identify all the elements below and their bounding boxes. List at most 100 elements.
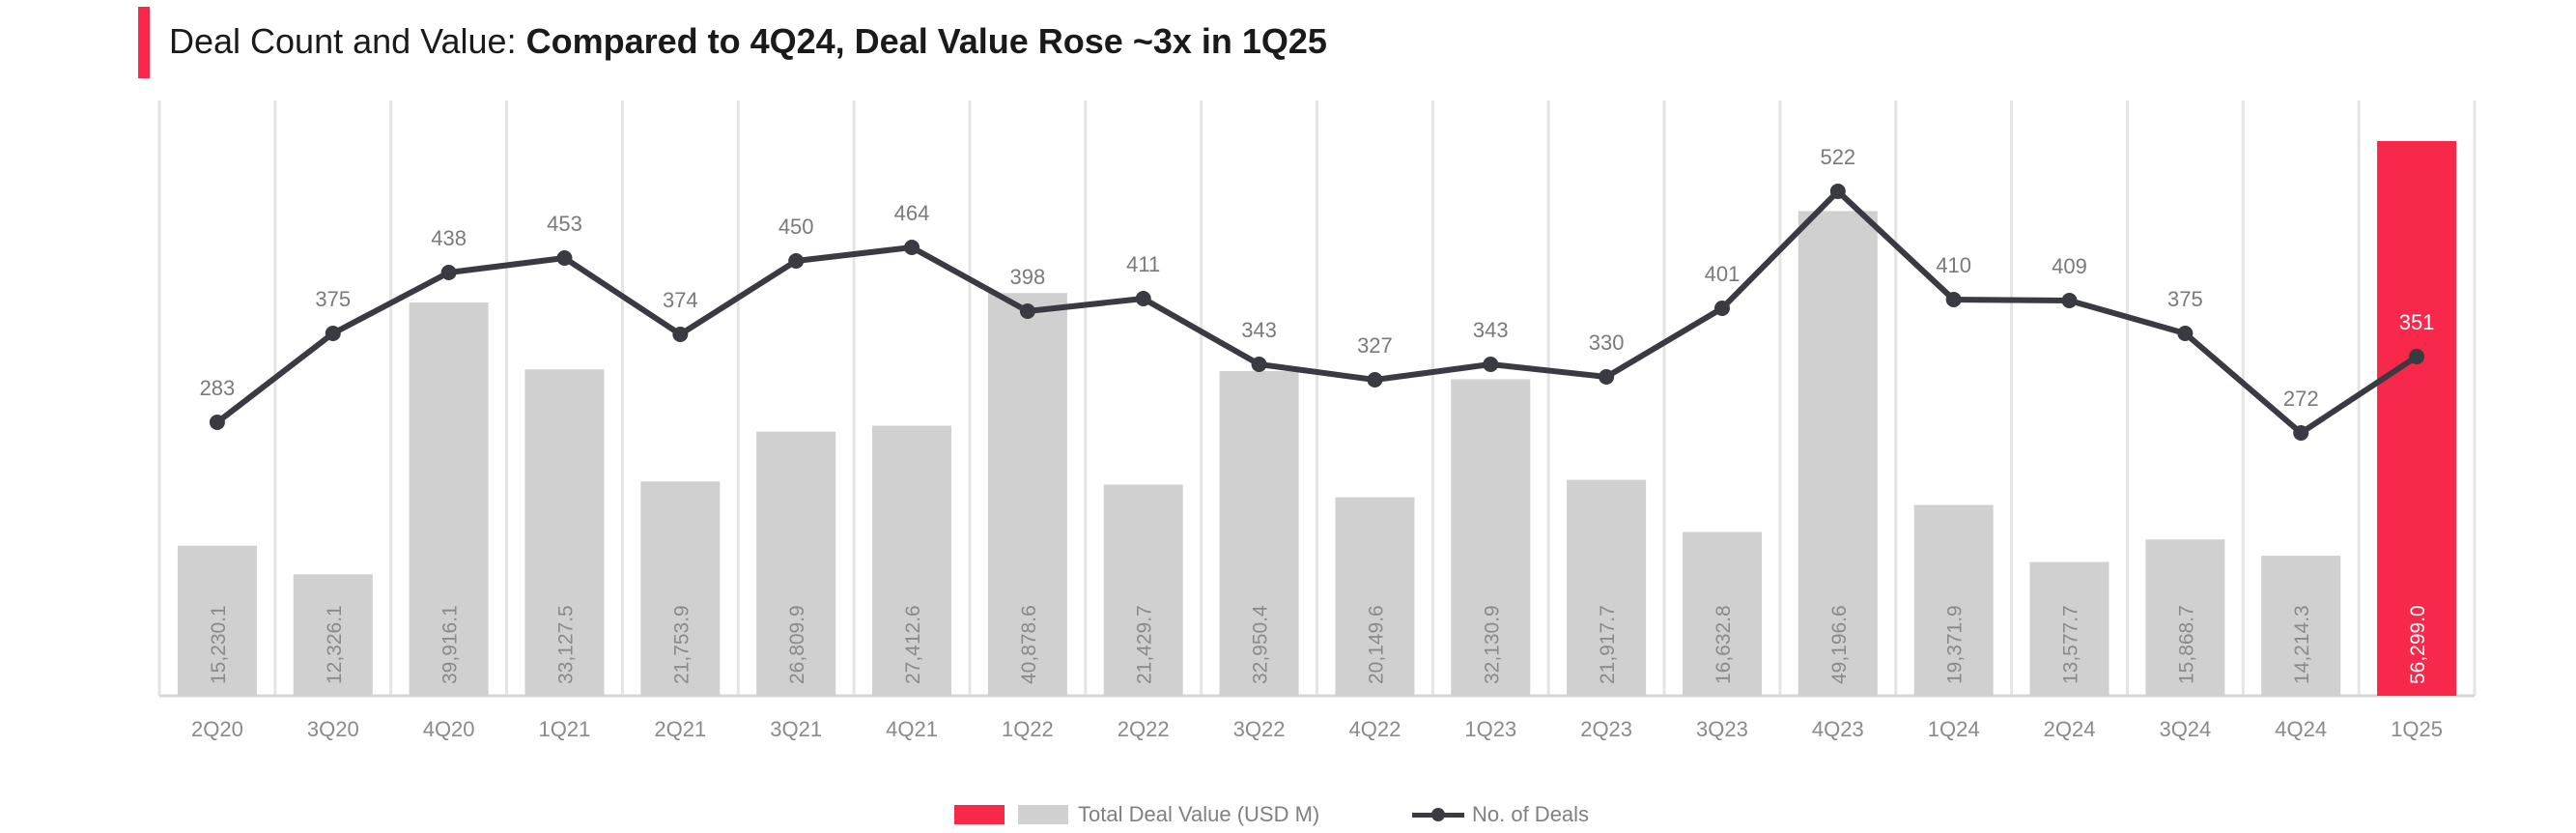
bar	[756, 431, 836, 696]
deal-count-point	[2061, 293, 2078, 308]
title-headline: Compared to 4Q24, Deal Value Rose ~3x in…	[525, 21, 1327, 61]
deal-count-label: 327	[1357, 333, 1393, 358]
legend-item-deal-value: Total Deal Value (USD M)	[954, 798, 1319, 831]
deal-count-line	[213, 188, 2420, 436]
deal-count-label: 343	[1473, 318, 1509, 342]
deal-count-label: 438	[431, 226, 467, 250]
x-tick-label: 1Q22	[1002, 717, 1054, 741]
bar-value-label: 13,577.7	[2060, 605, 2082, 684]
bar-value-label: 40,878.6	[1018, 605, 1040, 684]
bar	[2261, 556, 2341, 696]
bar	[872, 425, 952, 696]
x-tick-label: 1Q21	[539, 717, 591, 741]
bar-value-label: 26,809.9	[786, 605, 808, 684]
deal-count-label: 401	[1705, 262, 1741, 286]
bar-value-label: 12,326.1	[324, 605, 346, 684]
deal-count-label: 409	[2052, 254, 2087, 278]
bar	[293, 574, 373, 696]
bar-value-label: 15,230.1	[208, 605, 230, 684]
deal-count-label: 450	[778, 215, 814, 239]
deal-count-point	[2177, 326, 2194, 341]
bar-value-label: 39,916.1	[439, 605, 462, 684]
deal-count-point	[1019, 303, 1035, 319]
deal-count-label: 398	[1010, 265, 1046, 289]
bar-value-label: 32,950.4	[1250, 605, 1272, 684]
deal-count-point	[1945, 292, 1962, 307]
bar	[1682, 531, 1762, 696]
deal-count-point	[1599, 369, 1615, 385]
legend-swatch-bar	[1018, 805, 1068, 824]
x-tick-label: 1Q23	[1464, 717, 1516, 741]
bar	[1335, 497, 1415, 696]
deal-count-point	[325, 326, 341, 341]
x-tick-label: 2Q22	[1118, 717, 1170, 741]
deal-count-label: 351	[2399, 310, 2435, 334]
chart-title: Deal Count and Value: Compared to 4Q24, …	[169, 17, 1327, 66]
bar	[1798, 211, 1878, 696]
bar	[409, 302, 489, 696]
x-tick-label: 2Q24	[2044, 717, 2096, 741]
bar-value-label: 16,632.8	[1713, 605, 1735, 684]
deal-count-label: 375	[2167, 287, 2203, 311]
deal-count-label: 343	[1241, 318, 1277, 342]
x-tick-label: 2Q20	[191, 717, 243, 741]
x-tick-label: 2Q23	[1580, 717, 1632, 741]
bar	[1103, 484, 1183, 696]
deal-count-label: 464	[894, 201, 930, 225]
bar-value-label: 14,214.3	[2291, 605, 2313, 684]
title-accent-bar	[138, 7, 150, 78]
deal-count-point	[1251, 357, 1267, 372]
deal-count-point	[1367, 372, 1383, 388]
deal-count-point	[1135, 291, 1151, 306]
legend-item-deal-count: No. of Deals	[1412, 798, 1589, 831]
deal-count-label: 374	[663, 288, 698, 312]
deal-count-point	[440, 265, 457, 280]
x-tick-label: 3Q21	[770, 717, 822, 741]
deal-count-label: 375	[315, 287, 351, 311]
x-tick-label: 4Q20	[423, 717, 475, 741]
deal-count-label: 330	[1589, 330, 1625, 355]
legend-swatch-line	[1412, 805, 1464, 824]
deal-count-point	[788, 253, 805, 269]
legend-label-deal-count: No. of Deals	[1472, 802, 1590, 826]
x-tick-label: 3Q20	[307, 717, 359, 741]
bar	[2145, 539, 2225, 696]
bar	[1913, 504, 1994, 696]
bar-value-label: 21,429.7	[1134, 605, 1156, 684]
deal-count-point	[2409, 349, 2425, 364]
bar	[987, 293, 1067, 696]
x-tick-label: 4Q22	[1349, 717, 1401, 741]
legend-swatch-highlight	[954, 805, 1005, 824]
x-tick-label: 3Q24	[2159, 717, 2211, 741]
bar	[524, 369, 605, 696]
x-tick-label: 4Q24	[2275, 717, 2327, 741]
title-prefix: Deal Count and Value:	[169, 21, 526, 61]
bar-value-label: 20,149.6	[1365, 605, 1387, 684]
deal-count-point	[209, 415, 225, 430]
deal-count-label: 522	[1820, 145, 1855, 169]
deal-count-point	[2293, 425, 2309, 441]
x-tick-label: 3Q22	[1233, 717, 1286, 741]
x-tick-label: 1Q24	[1928, 717, 1980, 741]
deal-count-label: 283	[200, 376, 236, 400]
bar-value-label: 32,130.9	[1481, 605, 1503, 684]
bar-value-label: 56,299.0	[2407, 605, 2429, 684]
deal-chart: 15,230.1 12,326.1 39,916.1 33,127.5 21,753.9…	[157, 101, 2477, 741]
bar	[2029, 561, 2109, 696]
deal-count-point	[556, 250, 573, 266]
bar-highlight	[2377, 141, 2457, 696]
x-tick-label: 1Q25	[2391, 717, 2443, 741]
legend-label-deal-value: Total Deal Value (USD M)	[1078, 802, 1320, 826]
deal-count-point	[1829, 184, 1846, 199]
bar-value-label: 21,753.9	[670, 605, 693, 684]
bar-value-label: 33,127.5	[554, 605, 577, 684]
deal-count-label: 453	[547, 212, 582, 236]
bar	[1219, 371, 1299, 696]
bar-value-label: 15,868.7	[2175, 605, 2197, 684]
bar	[1567, 479, 1647, 696]
bar-value-label: 49,196.6	[1828, 605, 1851, 684]
bar-value-label: 19,371.9	[1944, 605, 1967, 684]
bar	[1451, 379, 1531, 696]
bar	[177, 545, 257, 696]
deal-count-label: 411	[1126, 252, 1160, 276]
